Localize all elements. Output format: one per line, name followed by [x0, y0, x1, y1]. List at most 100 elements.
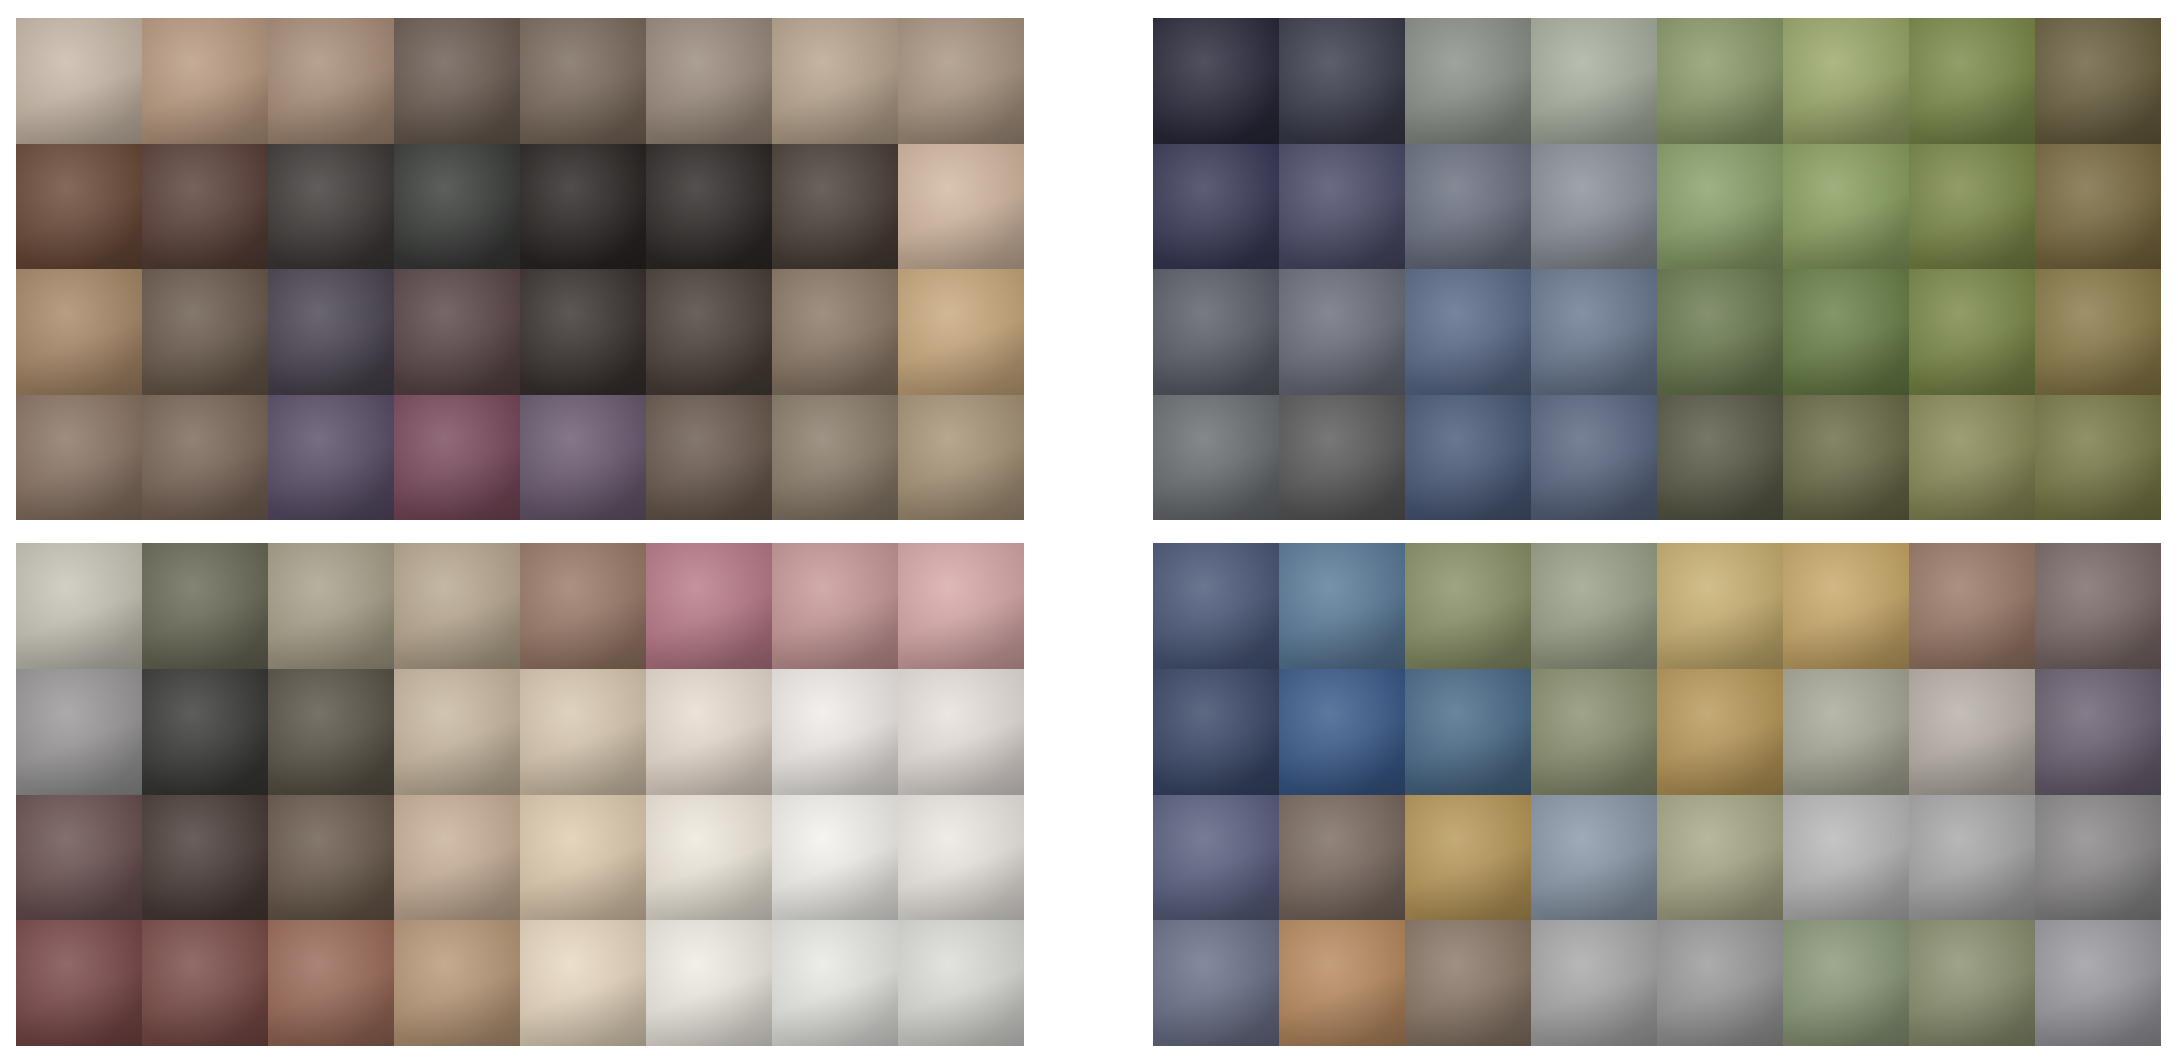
- faces-sample-image: [394, 394, 520, 520]
- bedrooms-sample-image: [142, 668, 268, 795]
- objects-sample-image: [1153, 143, 1279, 269]
- bedrooms-sample-image: [16, 920, 142, 1046]
- objects-sample-image: [2035, 143, 2161, 269]
- faces-sample-image: [142, 143, 268, 269]
- faces-sample-image: [772, 143, 898, 269]
- faces-sample-image: [520, 143, 646, 269]
- churches-sample-image: [1783, 543, 1909, 669]
- churches-sample-image: [2035, 668, 2161, 795]
- objects-sample-image: [1657, 394, 1783, 520]
- objects-sample-image: [1405, 18, 1531, 144]
- bedrooms-sample-image: [268, 668, 394, 795]
- faces-sample-image: [268, 18, 394, 144]
- objects-sample-image: [1153, 394, 1279, 520]
- churches-sample-image: [1657, 543, 1783, 669]
- objects-sample-image: [1153, 18, 1279, 144]
- bedrooms-sample-image: [772, 920, 898, 1046]
- bedrooms-sample-image: [16, 794, 142, 921]
- objects-sample-image: [1405, 394, 1531, 520]
- churches-sample-image: [1657, 668, 1783, 795]
- faces-sample-image: [394, 18, 520, 144]
- faces-sample-image: [898, 394, 1024, 520]
- objects-sample-image: [1531, 143, 1657, 269]
- objects-sample-image: [2035, 394, 2161, 520]
- churches-sample-image: [1531, 543, 1657, 669]
- objects-sample-image: [1909, 394, 2035, 520]
- churches-sample-image: [1909, 794, 2035, 921]
- bedrooms-sample-image: [268, 543, 394, 669]
- bedrooms-sample-image: [772, 794, 898, 921]
- faces-sample-image: [394, 143, 520, 269]
- objects-sample-image: [1405, 269, 1531, 395]
- faces-sample-image: [268, 269, 394, 395]
- churches-sample-image: [1783, 920, 1909, 1046]
- bedrooms-sample-image: [142, 794, 268, 921]
- churches-sample-image: [1657, 794, 1783, 921]
- objects-sample-image: [1279, 143, 1405, 269]
- bedrooms-sample-image: [898, 794, 1024, 921]
- objects-sample-image: [1531, 269, 1657, 395]
- bedrooms-sample-image: [16, 668, 142, 795]
- faces-sample-image: [646, 394, 772, 520]
- churches-sample-image: [1909, 920, 2035, 1046]
- churches-sample-image: [1531, 920, 1657, 1046]
- churches-sample-image: [1531, 794, 1657, 921]
- bedroom-sample-grid: [16, 543, 1024, 1046]
- faces-sample-image: [142, 18, 268, 144]
- churches-sample-image: [2035, 920, 2161, 1046]
- bedrooms-sample-image: [646, 668, 772, 795]
- bedrooms-sample-image: [394, 668, 520, 795]
- objects-sample-image: [1657, 269, 1783, 395]
- faces-sample-image: [646, 18, 772, 144]
- bedrooms-sample-image: [646, 920, 772, 1046]
- bedrooms-sample-image: [898, 668, 1024, 795]
- objects-sample-image: [1783, 143, 1909, 269]
- bedrooms-sample-image: [646, 543, 772, 669]
- faces-sample-image: [898, 143, 1024, 269]
- church-sample-grid: [1153, 543, 2161, 1046]
- bedrooms-sample-image: [394, 543, 520, 669]
- objects-sample-image: [1783, 394, 1909, 520]
- objects-sample-image: [1279, 269, 1405, 395]
- faces-sample-image: [268, 394, 394, 520]
- objects-sample-image: [1783, 18, 1909, 144]
- bedrooms-sample-image: [394, 920, 520, 1046]
- bedrooms-sample-image: [520, 668, 646, 795]
- faces-sample-image: [16, 269, 142, 395]
- churches-sample-image: [1909, 668, 2035, 795]
- bedrooms-sample-image: [394, 794, 520, 921]
- bedrooms-sample-image: [772, 543, 898, 669]
- faces-sample-image: [16, 143, 142, 269]
- objects-sample-grid: [1153, 18, 2161, 520]
- churches-sample-image: [1783, 794, 1909, 921]
- churches-sample-image: [1153, 920, 1279, 1046]
- bedrooms-sample-image: [520, 543, 646, 669]
- bedrooms-sample-image: [268, 794, 394, 921]
- faces-sample-image: [394, 269, 520, 395]
- faces-sample-image: [646, 143, 772, 269]
- faces-sample-image: [772, 18, 898, 144]
- objects-sample-image: [1279, 394, 1405, 520]
- faces-sample-image: [646, 269, 772, 395]
- bedrooms-sample-image: [520, 794, 646, 921]
- churches-sample-image: [1279, 668, 1405, 795]
- faces-sample-image: [142, 394, 268, 520]
- bedrooms-sample-image: [16, 543, 142, 669]
- faces-sample-image: [772, 394, 898, 520]
- objects-sample-image: [1405, 143, 1531, 269]
- objects-sample-image: [2035, 18, 2161, 144]
- faces-sample-image: [520, 18, 646, 144]
- faces-sample-image: [772, 269, 898, 395]
- churches-sample-image: [1279, 920, 1405, 1046]
- bedrooms-sample-image: [772, 668, 898, 795]
- faces-sample-image: [16, 18, 142, 144]
- faces-sample-image: [898, 18, 1024, 144]
- bedrooms-sample-image: [142, 920, 268, 1046]
- bedrooms-sample-image: [142, 543, 268, 669]
- objects-sample-image: [1531, 18, 1657, 144]
- objects-sample-image: [1909, 269, 2035, 395]
- objects-sample-image: [1783, 269, 1909, 395]
- faces-sample-grid: [16, 18, 1024, 520]
- objects-sample-image: [1909, 18, 2035, 144]
- churches-sample-image: [1405, 794, 1531, 921]
